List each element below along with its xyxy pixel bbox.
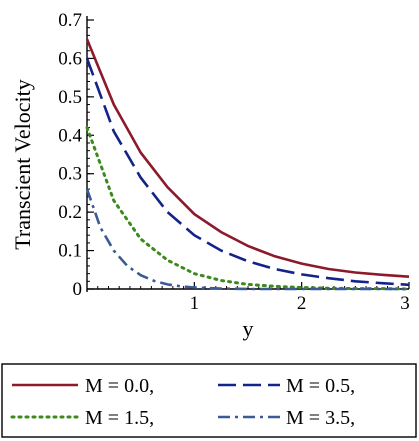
series-line-3 xyxy=(85,126,411,291)
y-tick-label: 0.4 xyxy=(58,125,82,146)
x-tick-label: 3 xyxy=(400,293,410,314)
x-axis-title: y xyxy=(243,316,254,341)
y-axis-title: Transcient Velocity xyxy=(10,79,35,250)
series-line-4 xyxy=(85,188,409,291)
x-tick-label: 2 xyxy=(297,293,307,314)
series-layer xyxy=(85,38,411,291)
series-line-2 xyxy=(85,57,410,287)
legend-label-4: M = 3.5, xyxy=(286,407,355,429)
y-tick-label: 0.6 xyxy=(58,48,82,69)
y-tick-label: 0.7 xyxy=(58,10,82,31)
legend-label-3: M = 1.5, xyxy=(85,407,154,429)
y-tick-label: 0 xyxy=(73,279,83,300)
series-line-1 xyxy=(85,38,410,278)
legend-box xyxy=(1,363,417,438)
legend: M = 0.0, M = 0.5, M = 1.5, M = 3.5, xyxy=(1,363,417,438)
legend-label-2: M = 0.5, xyxy=(286,375,355,397)
y-tick-label: 0.3 xyxy=(58,164,82,185)
y-tick-label: 0.1 xyxy=(58,241,82,262)
legend-label-1: M = 0.0, xyxy=(85,375,154,397)
y-tick-label: 0.5 xyxy=(58,87,82,108)
x-tick-label: 1 xyxy=(190,293,200,314)
y-tick-label: 0.2 xyxy=(58,202,82,223)
axes: 1 2 3 0 0.1 0.2 0.3 0.4 0.5 0.6 0.7 xyxy=(58,10,410,314)
